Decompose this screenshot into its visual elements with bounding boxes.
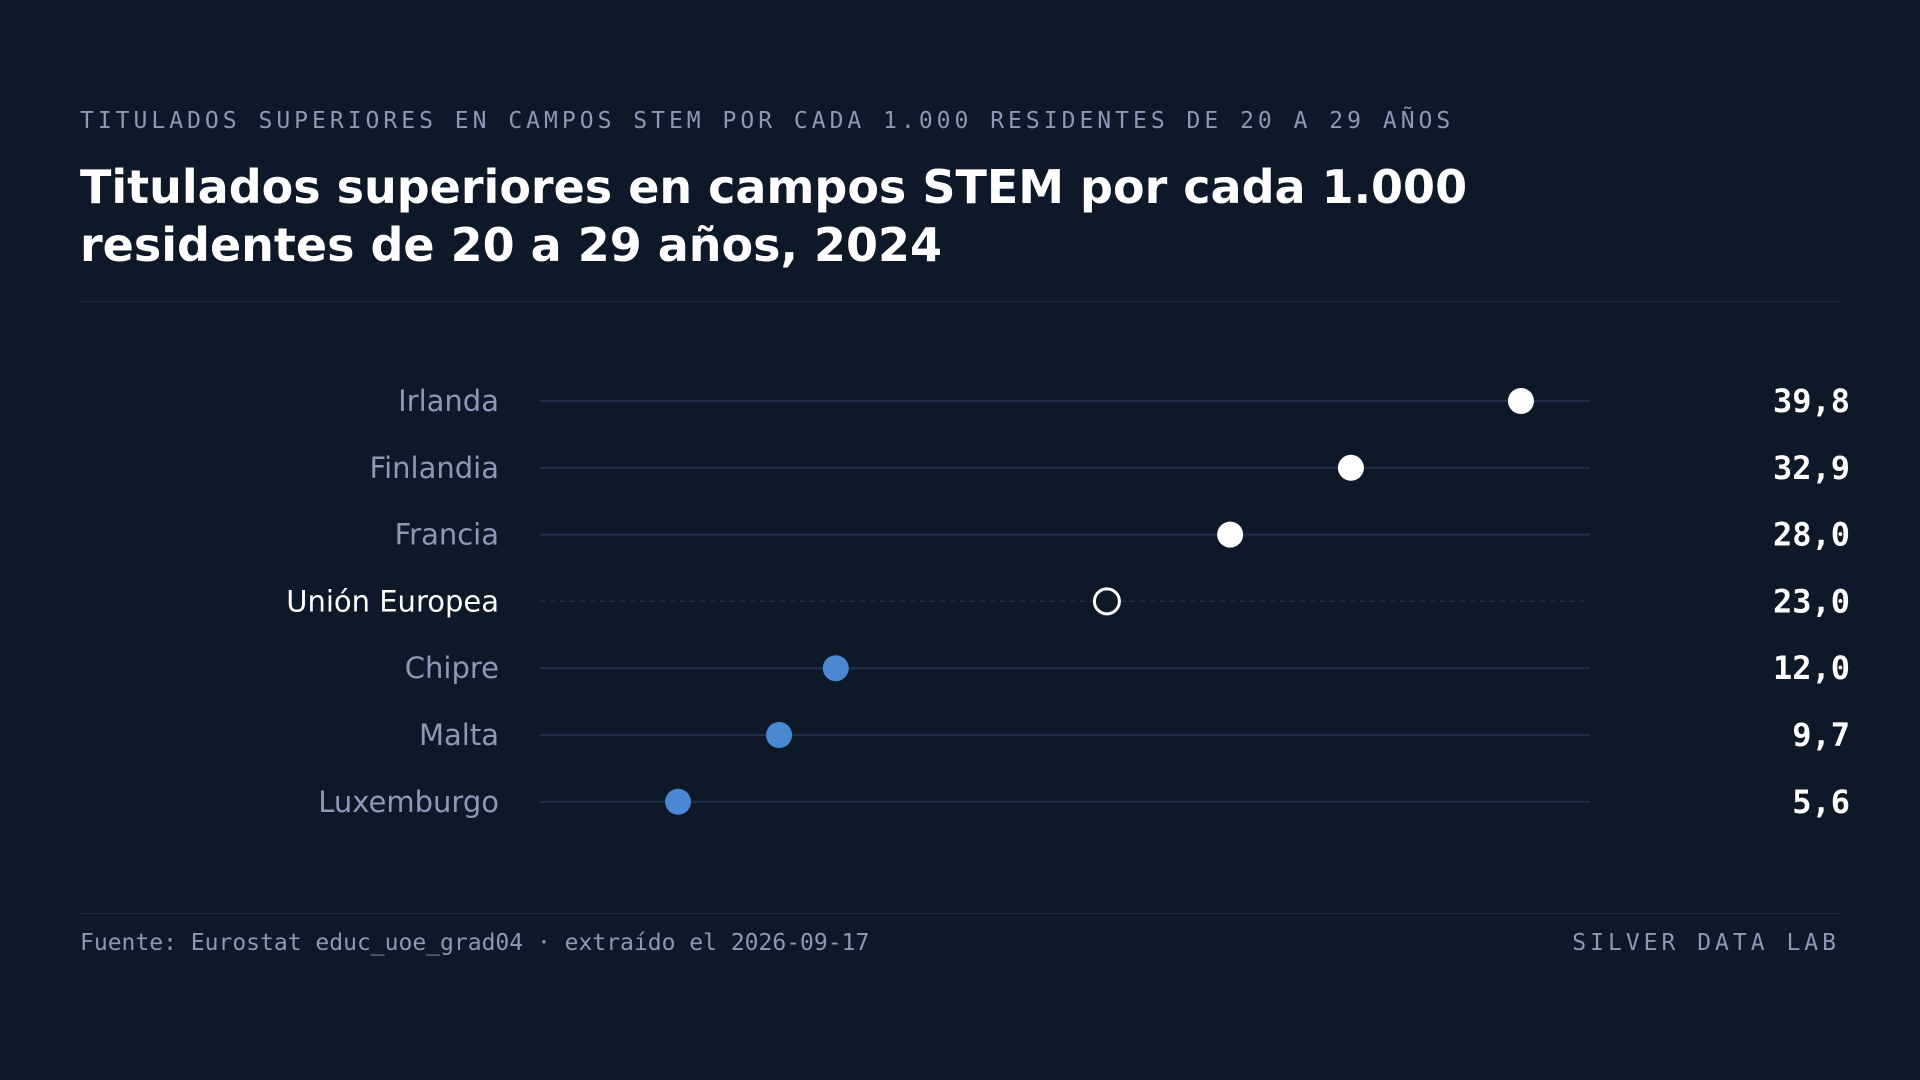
- data-point-finlandia: [1337, 454, 1364, 481]
- value-label-malta: 9,7: [1792, 716, 1850, 754]
- value-label-chipre: 12,0: [1773, 649, 1850, 687]
- chart-title: Titulados superiores en campos STEM por …: [80, 160, 1468, 272]
- category-label-chipre: Chipre: [405, 651, 499, 685]
- category-label-malta: Malta: [419, 718, 499, 752]
- category-label-union-europea: Unión Europea: [286, 584, 499, 618]
- data-point-union-europea: [1092, 587, 1121, 616]
- footer-divider: [80, 913, 1840, 914]
- header-divider: [80, 301, 1840, 302]
- category-label-francia: Francia: [395, 518, 499, 552]
- data-point-francia: [1217, 521, 1244, 548]
- data-point-irlanda: [1507, 388, 1534, 414]
- category-label-irlanda: Irlanda: [398, 384, 499, 418]
- data-point-chipre: [822, 655, 849, 682]
- value-label-francia: 28,0: [1773, 516, 1850, 554]
- source-note: Fuente: Eurostat educ_uoe_grad04 · extra…: [80, 930, 870, 956]
- value-label-finlandia: 32,9: [1773, 449, 1850, 487]
- chart-kicker: TITULADOS SUPERIORES EN CAMPOS STEM POR …: [80, 108, 1455, 134]
- data-point-malta: [766, 722, 793, 748]
- value-label-luxemburgo: 5,6: [1792, 783, 1850, 821]
- category-label-luxemburgo: Luxemburgo: [318, 785, 499, 819]
- value-label-union-europea: 23,0: [1773, 582, 1850, 620]
- brand-label: SILVER DATA LAB: [1572, 930, 1840, 956]
- category-label-finlandia: Finlandia: [370, 451, 499, 485]
- value-label-irlanda: 39,8: [1773, 382, 1850, 420]
- data-point-luxemburgo: [665, 788, 692, 815]
